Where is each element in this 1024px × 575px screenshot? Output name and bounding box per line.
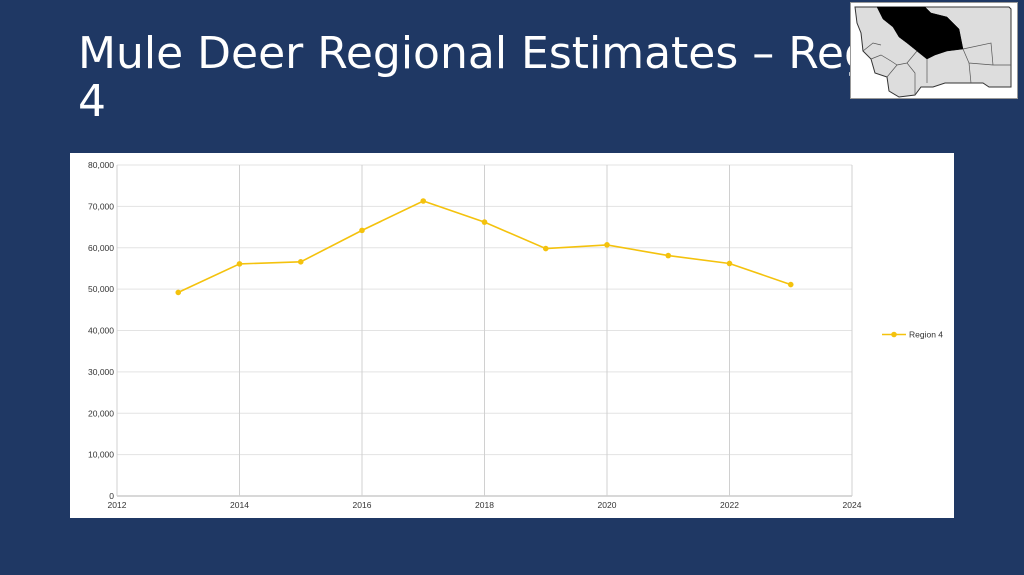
data-point xyxy=(604,242,610,248)
x-tick-label: 2020 xyxy=(598,500,617,510)
y-tick-label: 70,000 xyxy=(88,201,114,211)
slide-title: Mule Deer Regional Estimates – Region 4 xyxy=(78,30,868,126)
data-point xyxy=(359,227,365,234)
data-point xyxy=(175,289,182,296)
data-point xyxy=(665,252,672,259)
x-tick-label: 2018 xyxy=(475,500,494,510)
line-chart: 0 10,000 20,000 30,000 40,000 50,000 60,000 70,… xyxy=(88,160,943,510)
data-point xyxy=(726,260,733,267)
y-tick-label: 80,000 xyxy=(88,160,114,170)
legend-label: Region 4 xyxy=(909,330,943,340)
x-tick-label: 2012 xyxy=(108,500,127,510)
legend-swatch-marker xyxy=(891,331,897,338)
x-tick-label: 2014 xyxy=(230,500,249,510)
y-tick-label: 20,000 xyxy=(88,408,114,418)
montana-regions-map-icon xyxy=(854,6,1012,98)
region-map-inset xyxy=(850,2,1018,99)
y-tick-label: 50,000 xyxy=(88,284,114,294)
y-tick-label: 10,000 xyxy=(88,450,114,460)
y-tick-label: 40,000 xyxy=(88,326,114,336)
data-point xyxy=(481,219,488,225)
slide-title-line-2: 4 xyxy=(78,76,106,126)
data-point xyxy=(542,245,549,252)
x-tick-label: 2024 xyxy=(843,500,862,510)
y-tick-label: 0 xyxy=(109,491,114,501)
data-point xyxy=(297,259,304,265)
data-point xyxy=(236,261,243,267)
y-tick-label: 60,000 xyxy=(88,243,114,253)
map-region-4-highlight xyxy=(876,6,964,60)
data-point xyxy=(420,198,427,204)
chart-panel: 0 10,000 20,000 30,000 40,000 50,000 60,000 70,… xyxy=(70,153,954,518)
slide-title-line-1: Mule Deer Regional Estimates – Region xyxy=(78,30,868,79)
x-tick-label: 2022 xyxy=(720,500,739,510)
data-point xyxy=(787,281,794,288)
x-tick-label: 2016 xyxy=(353,500,372,510)
y-tick-label: 30,000 xyxy=(88,367,114,377)
